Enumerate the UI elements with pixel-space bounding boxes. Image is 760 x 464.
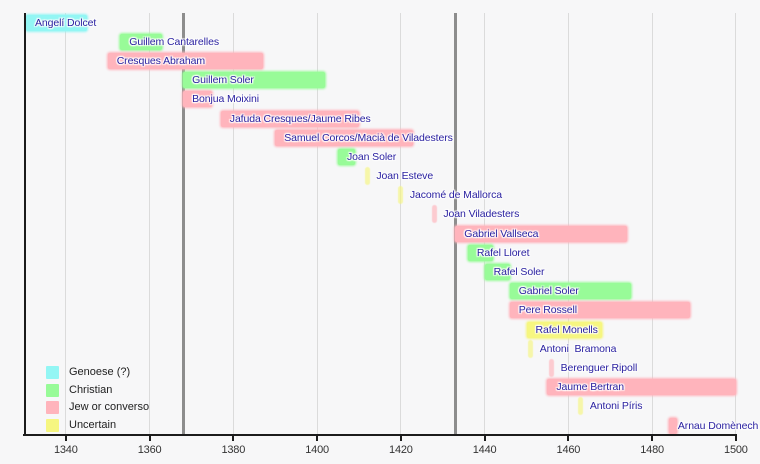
legend-label: Genoese (?) [69, 366, 131, 378]
timeline-bar [365, 168, 369, 184]
timeline-bar [547, 379, 736, 396]
timeline-bar [455, 225, 627, 242]
x-tick-label: 1440 [472, 444, 497, 456]
bar-label: Angelí Dolcet [35, 16, 97, 29]
bar-label: Gabriel Vallseca [464, 227, 539, 240]
gridline-1360 [149, 13, 151, 434]
legend-swatch-uncertain [46, 418, 59, 432]
x-tick-1500 [734, 436, 737, 441]
y-axis-line [24, 13, 26, 435]
bar-label: Jacomé de Mallorca [409, 189, 503, 202]
gridline-1400 [316, 13, 318, 434]
x-tick-label: 1500 [724, 444, 748, 456]
bar-label: Cresques Abraham [116, 54, 205, 67]
bar-label: Pere Rossell [518, 304, 578, 317]
x-tick-label: 1360 [137, 444, 162, 456]
timeline-bar [107, 52, 263, 69]
gridline-1500 [735, 13, 737, 434]
timeline-bar [509, 302, 690, 319]
timeline-bar [183, 91, 213, 108]
timeline-bar [120, 33, 163, 50]
bar-label: Arnau Domènech [677, 419, 759, 432]
timeline-bar [529, 340, 533, 357]
gridline-1480 [651, 13, 653, 434]
x-tick-1360 [148, 436, 151, 441]
timeline-bar [338, 148, 355, 165]
timeline-bar [467, 244, 493, 261]
gridline-1440 [484, 13, 486, 434]
timeline-bar [550, 359, 554, 376]
timeline-bar [432, 206, 436, 223]
bar-label: Jafuda Cresques/Jaume Ribes [229, 112, 371, 125]
timeline-bar [399, 187, 403, 204]
x-tick-1420 [399, 436, 402, 441]
bar-label: Rafel Soler [493, 266, 545, 278]
bar-label: Joan Esteve [376, 170, 434, 182]
x-tick-1380 [232, 436, 235, 441]
timeline-bar [484, 264, 510, 280]
gridline-1420 [400, 13, 402, 434]
x-tick-label: 1400 [305, 444, 329, 456]
legend-label: Jew or converso [69, 401, 150, 414]
bar-label: Joan Soler [347, 150, 397, 163]
reference-line-1368 [181, 13, 185, 434]
legend-swatch-jew [46, 401, 59, 415]
x-tick-label: 1380 [221, 444, 246, 456]
legend-label: Christian [69, 383, 113, 396]
x-axis-line [23, 434, 737, 436]
x-tick-label: 1480 [640, 444, 664, 456]
legend-label: Uncertain [69, 418, 117, 431]
gridline-1380 [232, 13, 234, 434]
x-tick-1480 [651, 436, 654, 441]
bar-label: Bonjua Moixini [192, 93, 259, 106]
timeline-bar [668, 417, 678, 434]
timeline-bar [275, 129, 414, 146]
gridline-1460 [567, 13, 569, 434]
x-tick-label: 1460 [556, 444, 581, 456]
x-tick-1400 [316, 436, 319, 441]
x-tick-1340 [64, 436, 67, 441]
timeline-bar [579, 398, 583, 415]
bar-label: Berenguer Ripoll [560, 361, 638, 374]
bar-label: Guillem Cantarelles [129, 35, 220, 48]
legend-swatch-christian [46, 383, 59, 397]
bar-label: Gabriel Soler [518, 285, 579, 298]
x-tick-label: 1340 [53, 444, 78, 456]
timeline-bar [509, 283, 632, 300]
timeline-bar [183, 72, 326, 89]
x-tick-label: 1420 [389, 444, 413, 456]
bar-label: Samuel Corcos/Macià de Viladesters [284, 131, 453, 144]
x-tick-1440 [483, 436, 486, 441]
bar-label: Antoni Bramona [539, 342, 617, 355]
bar-label: Jaume Bertran [556, 381, 624, 394]
bar-label: Joan Viladesters [443, 208, 520, 221]
bar-label: Rafel Monells [535, 323, 598, 336]
gridline-1340 [65, 13, 67, 434]
x-tick-1460 [567, 436, 570, 441]
timeline-bar [526, 321, 602, 338]
timeline-bar [220, 110, 359, 127]
bar-label: Guillem Soler [192, 74, 254, 87]
timeline-bar [26, 14, 87, 31]
legend-swatch-genoese [46, 366, 59, 379]
reference-line-1433 [454, 13, 458, 434]
bar-label: Antoni Píris [589, 400, 643, 413]
bar-label: Rafel Lloret [476, 246, 530, 259]
